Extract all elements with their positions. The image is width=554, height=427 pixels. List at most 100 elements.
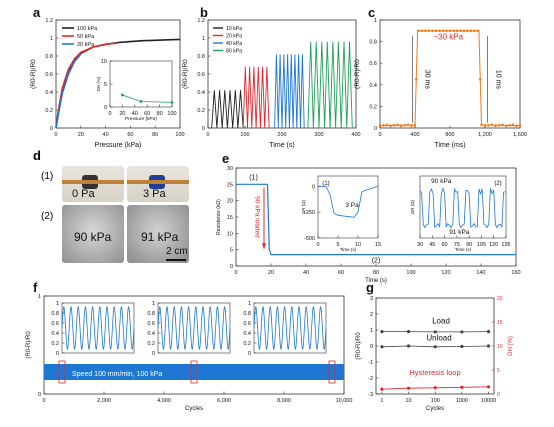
panel-b-ytick-label: 1 xyxy=(202,36,205,42)
panel-f-inset-ytick-label: 0.6 xyxy=(147,321,155,327)
photo-label-91kpa: 91 kPa xyxy=(141,230,179,244)
scale-bar-label: 2 cm xyxy=(166,246,188,257)
panel-f-inset-ytick-label: 1 xyxy=(152,301,155,307)
panel-g-point xyxy=(380,345,384,349)
panel-e-inset1-ytick-label: -500 xyxy=(304,236,315,242)
panel-b-ytick-label: 0.6 xyxy=(197,72,205,78)
panel-a-xtick-label: 100 xyxy=(175,132,184,138)
panel-c-point xyxy=(445,29,448,33)
panel-g-y2tick-label: 10 xyxy=(497,344,503,350)
photo-0pa xyxy=(62,166,124,202)
panel-b-ytick-label: 0.2 xyxy=(197,108,205,114)
panel-letter-e: e xyxy=(222,151,229,166)
scale-bar xyxy=(166,259,186,261)
panel-b-ylabel: (R0-R)/R0 xyxy=(182,59,189,89)
photo-label-90kpa: 90 kPa xyxy=(74,230,112,244)
panel-b-legend-label: 40 kPa xyxy=(226,41,242,47)
panel-e-inset2-xtick-label: 30 xyxy=(417,242,423,248)
panel-c-point xyxy=(515,124,518,128)
panel-c-point xyxy=(431,29,434,33)
panel-f-inset-ytick-label: 0.2 xyxy=(243,341,251,347)
photo-90kpa xyxy=(62,205,124,263)
panel-b-ytick-label: 0.4 xyxy=(197,90,205,96)
panel-c-point xyxy=(427,29,431,33)
panel-e-ytick-label: 25 xyxy=(227,182,233,188)
panel-e-inset2-xtick-label: 90 xyxy=(466,242,472,248)
panel-e-inset2-annotation-91: 91 kPa xyxy=(449,229,470,236)
panel-g-y2tick-label: 20 xyxy=(497,296,503,302)
panel-c-ylabel: (R0-R)/R0 xyxy=(354,59,361,89)
panel-a-inset-point xyxy=(170,101,174,104)
photo-91kpa xyxy=(127,205,189,263)
panel-g-label-hysteresis: Hysteresis loop xyxy=(409,368,460,377)
panel-c-ytick-label: 0 xyxy=(374,126,377,132)
panel-e-xtick-label: 60 xyxy=(338,270,344,276)
panel-b-legend-label: 20 kPa xyxy=(226,34,242,40)
panel-c-point xyxy=(476,29,480,33)
panel-f-inset-ytick-label: 0.8 xyxy=(243,311,251,317)
panel-a-inset-point xyxy=(121,93,124,97)
panel-b-legend-label: 80 kPa xyxy=(226,49,242,55)
panel-f-inset-ytick-label: 0.4 xyxy=(51,331,59,337)
panel-b-xtick-label: 100 xyxy=(240,132,249,138)
panel-f-xtick-label: 6,000 xyxy=(217,398,231,404)
panel-c-ytick-label: 0.4 xyxy=(369,83,377,89)
panel-b-xtick-label: 0 xyxy=(206,132,209,138)
panel-a-legend-label: 20 kPa xyxy=(77,42,95,48)
panel-c-point xyxy=(396,123,399,127)
panel-f-xlabel: Cycles xyxy=(185,406,203,412)
panel-c-point xyxy=(441,29,445,33)
panel-c-point xyxy=(494,124,497,128)
panel-e-ytick-label: 5 xyxy=(230,248,233,254)
panel-f-xtick-label: 0 xyxy=(42,398,45,404)
panel-c-point xyxy=(483,124,487,128)
panel-c-annotation-pressure: ~30 kPa xyxy=(433,32,463,41)
panel-e-inset2-line xyxy=(419,187,506,229)
panel-c-point xyxy=(378,124,382,128)
panel-g-point xyxy=(433,386,437,390)
panel-f-ytick-label: 0 xyxy=(38,392,41,398)
panel-d-sub1: (1) xyxy=(41,171,54,182)
panel-b-series-80kPa xyxy=(307,41,353,129)
photo-3pa xyxy=(127,166,189,202)
panel-e-annotation-1: (1) xyxy=(249,174,258,181)
panel-c-point xyxy=(438,29,441,33)
panel-e-xtick-label: 80 xyxy=(373,270,379,276)
panel-c-point xyxy=(413,124,417,127)
panel-f-xtick-label: 4,000 xyxy=(157,398,171,404)
panel-f-inset-ytick-label: 0.6 xyxy=(51,321,59,327)
panel-a-legend-label: 50 kPa xyxy=(77,34,95,40)
panel-g-ytick-label: 0 xyxy=(370,344,373,350)
panel-e-inset2-xtick-label: 135 xyxy=(501,242,510,248)
panel-c-point xyxy=(487,124,490,127)
panel-g-xtick-label: 10 xyxy=(406,398,412,404)
panel-g-point xyxy=(486,385,491,389)
panel-f-inset-line xyxy=(61,305,135,351)
panel-letter-g: g xyxy=(366,280,374,295)
panel-a-inset-ylabel: DH (%) xyxy=(96,76,101,91)
panel-g-point xyxy=(406,330,411,334)
panel-e-inset2-annotation-90: 90 kPa xyxy=(431,178,452,185)
panel-a-ytick-label: 0.6 xyxy=(45,72,53,78)
panel-a-inset-ytick-label: 10 xyxy=(101,59,107,65)
panel-g-y2label: DH (%) xyxy=(508,336,514,356)
panel-a-xlabel: Pressure (kPa) xyxy=(95,142,142,149)
wire-icon xyxy=(127,180,189,184)
panel-g-xlabel: Cycles xyxy=(426,406,444,412)
panel-b-xtick-label: 300 xyxy=(314,132,323,138)
panel-a-inset-xlabel: Pressure (kPa) xyxy=(125,116,157,122)
panel-c-point xyxy=(406,123,410,127)
panel-e-xtick-label: 0 xyxy=(234,270,237,276)
panel-e-inset2-xtick-label: 105 xyxy=(477,242,486,248)
panel-e-annotation-2: (2) xyxy=(372,258,381,265)
panel-e-load-arrowhead xyxy=(262,243,266,250)
panel-a-xtick-label: 20 xyxy=(78,132,84,138)
panel-f-inset-ytick-label: 0 xyxy=(248,351,251,357)
panel-c-point xyxy=(403,124,406,127)
panel-b-xlabel: Time (s) xyxy=(269,142,294,149)
panel-c-xtick-label: 400 xyxy=(410,132,419,138)
panel-e-inset2-xtick-label: 120 xyxy=(489,242,498,248)
panel-g-point xyxy=(486,344,491,348)
panel-f-band xyxy=(44,364,344,380)
